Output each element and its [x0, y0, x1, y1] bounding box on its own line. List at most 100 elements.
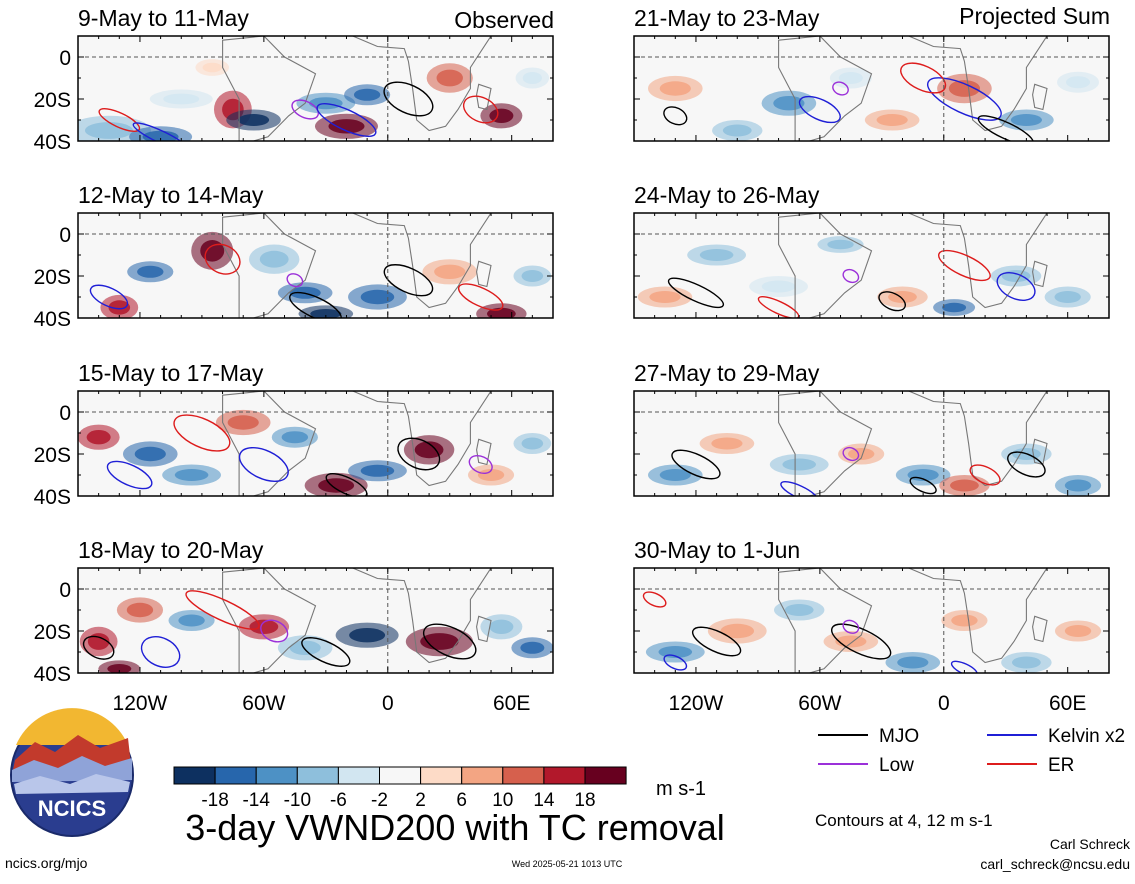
wave-contour	[1007, 451, 1046, 478]
column-header-projected: Projected Sum	[959, 3, 1110, 29]
shaded-anomaly-core	[784, 604, 814, 616]
panel: 9-May to 11-May 0 20S 40S	[34, 5, 554, 154]
wave-contour	[132, 122, 189, 141]
wave-contour	[468, 454, 493, 475]
wave-contour	[842, 619, 860, 634]
panel-frame	[633, 35, 1110, 142]
coastline	[1032, 260, 1048, 288]
colorbar-tick-label: -10	[284, 790, 311, 811]
legend: MJO Kelvin x2 Low ER	[818, 726, 1125, 776]
wave-contour	[397, 437, 441, 471]
wave-contour	[383, 264, 434, 297]
panel-title: 9-May to 11-May	[78, 5, 249, 31]
panel: 27-May to 29-May	[633, 360, 1110, 497]
panel: 24-May to 26-May	[633, 182, 1110, 319]
x-tick-label: 120W	[113, 692, 168, 715]
shaded-anomaly-core	[520, 641, 545, 654]
panel-title: 15-May to 17-May	[78, 360, 264, 386]
coastline	[908, 36, 1048, 132]
shaded-anomaly-core	[1064, 625, 1092, 637]
shaded-anomaly-core	[522, 72, 542, 84]
shaded-anomaly-core	[827, 239, 854, 250]
panel-field	[78, 36, 553, 141]
legend-label: ER	[1048, 755, 1074, 776]
shaded-anomaly-core	[107, 664, 132, 673]
y-tick-label: 20S	[34, 266, 71, 289]
colorbar-swatch	[584, 766, 627, 785]
logo-text: NCICS	[38, 796, 106, 821]
ncics-logo: NCICS	[10, 708, 134, 837]
wave-contour	[173, 414, 231, 452]
wave-contour	[977, 115, 1034, 141]
shaded-anomaly-core	[1011, 656, 1041, 669]
shaded-anomaly-core	[761, 280, 796, 293]
shaded-anomaly-core	[782, 458, 817, 471]
panel-title: 21-May to 23-May	[634, 5, 820, 31]
shaded-anomaly-core	[202, 62, 222, 73]
legend-label: Kelvin x2	[1048, 726, 1125, 747]
shaded-anomaly-core	[1054, 291, 1081, 303]
shaded-anomaly-core	[720, 623, 755, 639]
shaded-anomaly-core	[659, 81, 691, 96]
colorbar-swatch	[214, 766, 257, 785]
wave-contour	[938, 249, 991, 282]
shaded-anomaly-core	[353, 88, 381, 101]
colorbar: -18 -14 -10 -6 -2 2 6 10 14 18	[173, 766, 627, 811]
coastline	[778, 213, 873, 318]
shaded-anomaly-core	[249, 619, 279, 634]
panel-title: 24-May to 26-May	[634, 182, 820, 208]
contour-note: Contours at 4, 12 m s-1	[815, 811, 993, 830]
wave-contour	[969, 464, 1001, 486]
shaded-anomaly-core	[436, 69, 463, 87]
wave-contour	[204, 243, 241, 275]
wave-contour	[286, 273, 304, 288]
shaded-anomaly-core	[318, 478, 355, 493]
wave-contour	[462, 95, 499, 124]
coastline	[1032, 615, 1048, 643]
coastline	[778, 391, 873, 496]
shaded-anomaly-core	[1064, 479, 1092, 492]
shaded-anomaly-core	[420, 633, 459, 650]
wave-contour	[291, 99, 320, 120]
shaded-anomaly-core	[328, 119, 365, 134]
shaded-anomaly-core	[108, 300, 131, 315]
shaded-anomaly-core	[227, 415, 259, 430]
y-tick-label: 20S	[34, 621, 71, 644]
shaded-anomaly-core	[281, 431, 309, 444]
shaded-anomaly-core	[360, 464, 395, 477]
panel-frame	[633, 212, 1110, 319]
wave-contour	[691, 626, 742, 657]
wave-contour	[667, 277, 725, 309]
shaded-anomaly-core	[711, 437, 743, 450]
shaded-anomaly-core	[659, 469, 691, 481]
y-tick-label: 0	[59, 579, 71, 602]
shaded-anomaly-core	[489, 619, 514, 634]
shaded-anomaly-core	[86, 430, 111, 445]
wave-contour	[927, 77, 1002, 121]
y-tick-label: 40S	[34, 663, 71, 686]
shaded-anomaly-core	[126, 602, 154, 618]
panel-field	[78, 213, 553, 318]
coastline	[352, 36, 492, 132]
shaded-anomaly-core	[310, 309, 342, 318]
panel-title: 30-May to 1-Jun	[634, 537, 800, 563]
shaded-anomaly-core	[289, 640, 321, 655]
shaded-anomaly-core	[434, 264, 466, 279]
coastline	[1032, 438, 1048, 466]
x-tick-label: 60E	[1049, 692, 1086, 715]
shaded-anomaly-core	[773, 96, 805, 111]
shaded-anomaly-core	[137, 265, 164, 278]
wave-contour	[950, 660, 978, 673]
shaded-anomaly-core	[477, 469, 505, 481]
wave-contour	[457, 283, 504, 311]
colorbar-tick-label: 10	[492, 790, 513, 811]
wave-contour	[325, 473, 368, 496]
panels: 9-May to 11-May 0 20S 40S 12-May to 14-May 0 2…	[34, 5, 1110, 715]
shaded-anomaly-core	[521, 270, 544, 282]
column-header-observed: Observed	[454, 7, 554, 33]
panel-background	[78, 36, 553, 141]
wave-contour	[140, 636, 181, 668]
wave-contour	[842, 268, 860, 284]
